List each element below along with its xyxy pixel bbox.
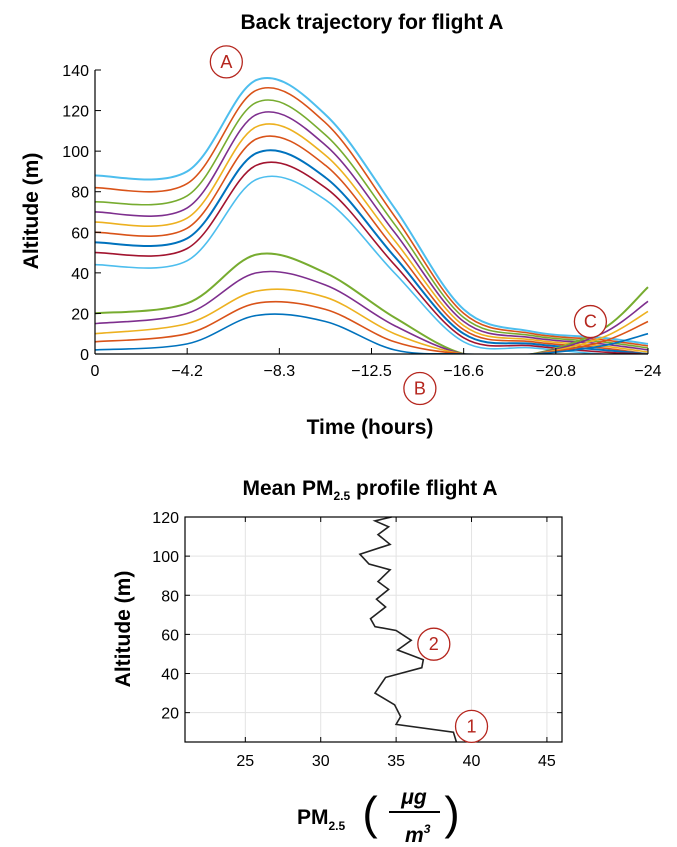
trajectory-line-3 [94, 99, 649, 349]
unit-left-paren: ( [362, 787, 378, 839]
trajectory-x-tick-label-3: −12.5 [351, 363, 392, 380]
trajectory-series-group [94, 77, 649, 359]
pm25-y-tick-label-2: 60 [161, 627, 179, 644]
pm25-x-tick-label-2: 35 [387, 753, 405, 770]
pm25-annotation-circle-2 [417, 627, 451, 661]
unit-denominator-sup: 3 [424, 822, 431, 836]
trajectory-x-tick-label-2: −8.3 [264, 363, 296, 380]
trajectory-line-9 [94, 175, 649, 356]
unit-right-paren: ) [444, 787, 459, 839]
unit-denominator: m [405, 824, 424, 847]
trajectory-line-10 [94, 252, 649, 359]
trajectory-x-tick-label-4: −16.6 [443, 363, 484, 380]
trajectory-chart: Back trajectory for flight A 0 −4.2 −8.3 −1… [0, 11, 677, 439]
pm25-x-tick-label-4: 45 [538, 753, 556, 770]
pm25-profile-chart: Mean PM2.5 profile flight A 25 30 35 40 4520… [112, 477, 563, 847]
trajectory-tick-labels: 0 −4.2 −8.3 −12.5 −16.6 −20.8 −24 0 20 40 60 80 100 1… [62, 63, 661, 380]
trajectory-x-axis-label: Time (hours) [307, 416, 434, 439]
pm25-annotations: 12 [417, 627, 489, 743]
trajectory-y-tick-label-5: 100 [62, 144, 89, 161]
pm25-y-tick-label-3: 80 [161, 588, 179, 605]
pm25-annotation-label-2: 2 [429, 634, 439, 654]
pm25-profile-line [358, 516, 458, 743]
pm25-title-main: Mean PM [242, 477, 333, 500]
trajectory-line-14 [94, 313, 649, 356]
annotation-label-C: C [584, 312, 597, 332]
trajectory-line-1 [94, 77, 649, 345]
trajectory-line-5 [94, 123, 649, 353]
pm25-chart-title: Mean PM2.5 profile flight A [242, 477, 497, 503]
annotation-circle-B [403, 371, 437, 406]
annotation-label-A: A [220, 52, 232, 72]
trajectory-plot-mask-bottom [0, 354, 677, 385]
trajectory-chart-title: Back trajectory for flight A [241, 11, 504, 34]
annotation-circle-C [573, 304, 608, 339]
pm25-y-tick-label-4: 100 [152, 549, 179, 566]
pm25-xlabel-subscript: 2.5 [329, 819, 346, 833]
svg-text:PM2.5: PM2.5 [297, 806, 346, 833]
pm25-plot-frame [184, 516, 563, 743]
unit-numerator: μg [400, 786, 427, 809]
pm25-axes [184, 516, 563, 743]
trajectory-x-tick-label-0: 0 [91, 363, 100, 380]
trajectory-annotations: A B C [209, 45, 608, 406]
pm25-y-axis-label: Altitude (m) [112, 571, 135, 688]
pm25-x-tick-label-1: 30 [312, 753, 330, 770]
pm25-y-tick-label-1: 40 [161, 667, 179, 684]
pm25-xlabel-main: PM [297, 806, 329, 829]
trajectory-y-tick-label-1: 20 [71, 306, 89, 323]
trajectory-y-tick-label-2: 40 [71, 266, 89, 283]
pm25-y-tick-label-0: 20 [161, 706, 179, 723]
pm25-title-subscript: 2.5 [333, 489, 350, 503]
trajectory-y-tick-label-6: 120 [62, 104, 89, 121]
trajectory-y-tick-label-0: 0 [80, 347, 89, 364]
annotation-circle-A [209, 45, 243, 79]
trajectory-x-tick-label-5: −20.8 [536, 363, 577, 380]
trajectory-line-13 [94, 300, 649, 357]
pm25-series-group [358, 516, 458, 743]
pm25-annotation-circle-1 [454, 709, 489, 743]
trajectory-x-tick-label-1: −4.2 [171, 363, 203, 380]
svg-text:m3: m3 [405, 822, 431, 847]
pm25-x-tick-label-3: 40 [463, 753, 481, 770]
pm25-y-tick-label-5: 120 [152, 510, 179, 527]
pm25-annotation-label-1: 1 [467, 716, 477, 736]
trajectory-y-axis-label: Altitude (m) [20, 153, 43, 270]
trajectory-x-tick-label-6: −24 [634, 363, 661, 380]
pm25-x-axis-label: PM2.5 ( μg m3 ) [297, 786, 460, 847]
pm25-tick-labels: 25 30 35 40 45 20 40 60 80 100 120 [152, 510, 562, 770]
trajectory-line-2 [94, 86, 649, 347]
trajectory-line-11 [94, 270, 649, 358]
pm25-grid [185, 516, 562, 742]
annotation-label-B: B [414, 378, 426, 398]
trajectory-y-tick-label-7: 140 [62, 63, 89, 80]
pm25-title-rest: profile flight A [350, 477, 497, 500]
pm25-x-tick-label-0: 25 [236, 753, 254, 770]
trajectory-line-12 [94, 288, 649, 358]
trajectory-y-tick-label-3: 60 [71, 225, 89, 242]
trajectory-line-4 [94, 111, 649, 351]
trajectory-y-tick-label-4: 80 [71, 185, 89, 202]
